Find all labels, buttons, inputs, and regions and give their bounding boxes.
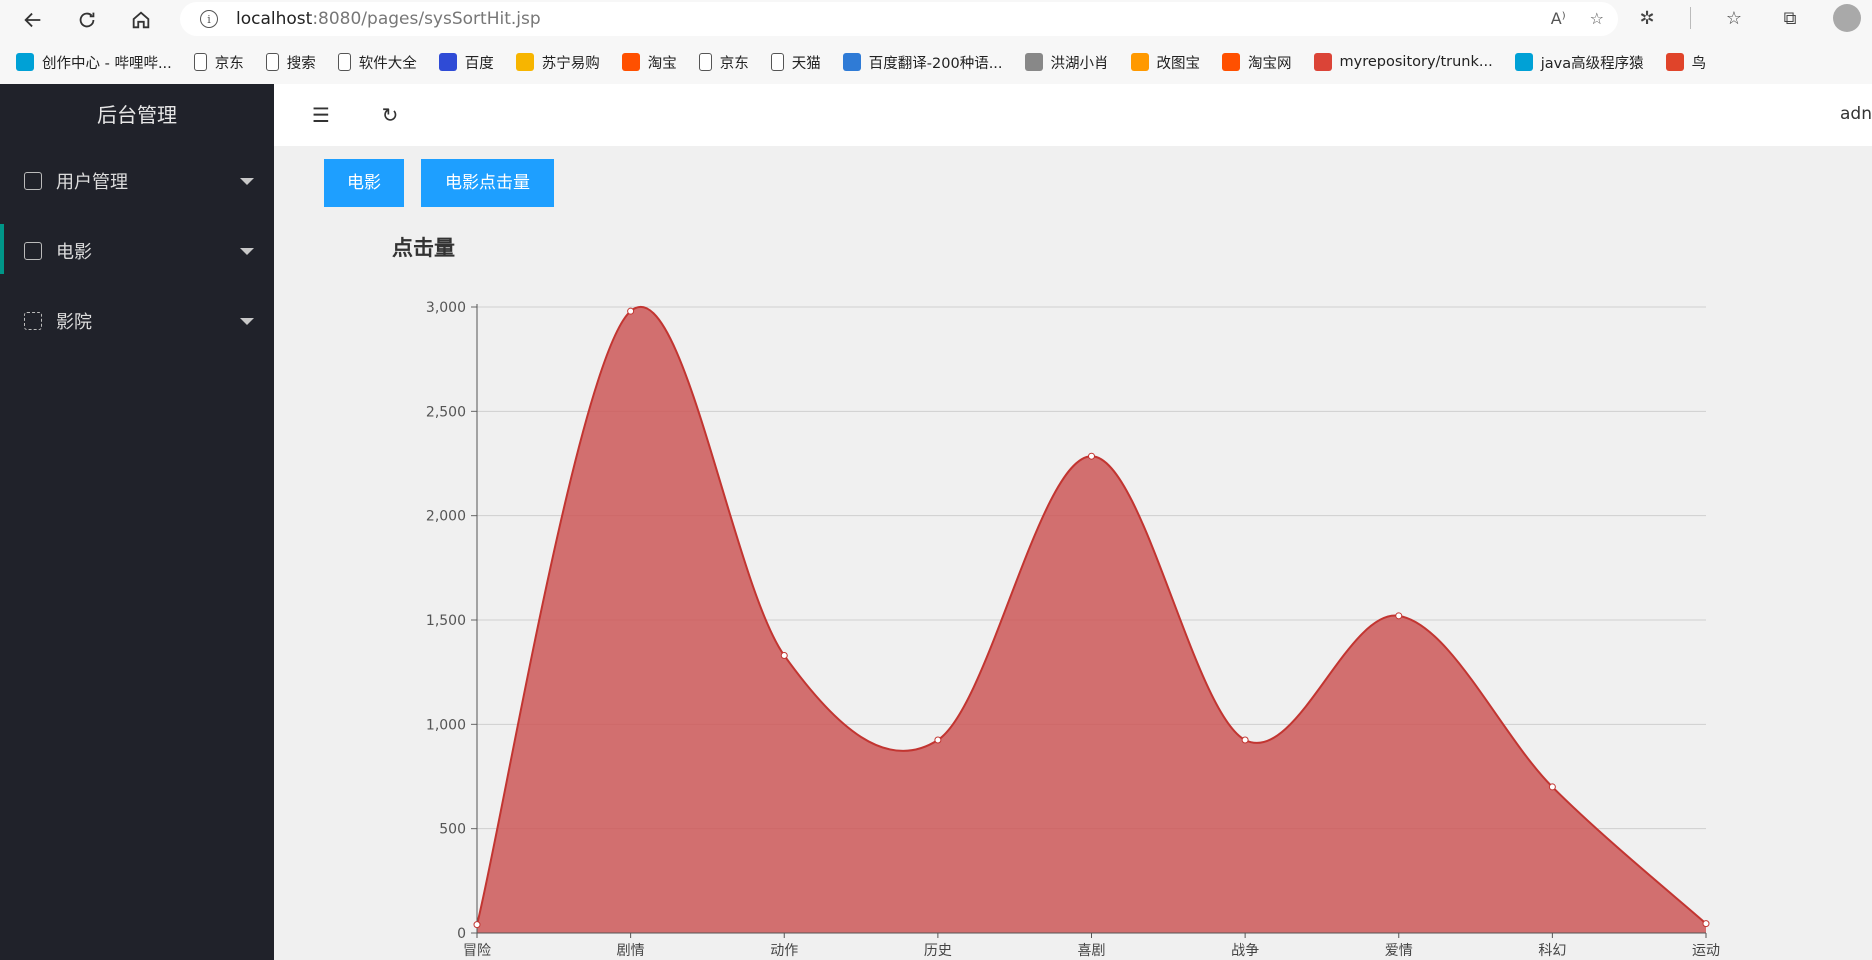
bookmark-item[interactable]: 天猫	[770, 52, 821, 73]
bookmark-label: myrepository/trunk...	[1339, 54, 1493, 70]
top-header: ☰ ↻ adn	[274, 84, 1872, 146]
sidebar-item-label: 用户管理	[56, 172, 128, 193]
bookmark-item[interactable]: 淘宝	[621, 52, 677, 73]
menu-toggle-icon[interactable]: ☰	[312, 103, 330, 127]
add-favorite-icon[interactable]: ☆	[1589, 9, 1604, 28]
sidebar-item-cinema[interactable]: 影院	[0, 286, 274, 356]
tab-movie-hits[interactable]: 电影点击量	[421, 159, 554, 207]
back-button[interactable]	[16, 3, 50, 37]
reload-button[interactable]	[70, 3, 104, 37]
bookmark-favicon-icon	[337, 53, 351, 71]
bookmark-label: 鸟	[1691, 55, 1707, 72]
profile-avatar[interactable]	[1833, 4, 1861, 32]
bookmark-favicon-icon	[770, 53, 784, 71]
url-host: localhost	[236, 9, 313, 29]
collections-icon[interactable]: ⧉	[1783, 7, 1797, 29]
bookmark-favicon-icon	[1514, 53, 1533, 71]
info-icon[interactable]: i	[200, 10, 218, 28]
bookmark-favicon-icon	[265, 53, 279, 71]
bookmark-item[interactable]: 改图宝	[1130, 52, 1201, 73]
url-path: :8080/pages/sysSortHit.jsp	[312, 9, 541, 29]
bookmark-favicon-icon	[515, 53, 534, 71]
bookmark-label: 改图宝	[1156, 55, 1201, 72]
bookmark-item[interactable]: 百度翻译-200种语...	[842, 52, 1003, 73]
bookmark-label: 京东	[719, 55, 749, 72]
bookmark-item[interactable]: java高级程序猿	[1514, 52, 1644, 73]
caret-down-icon	[240, 248, 254, 255]
bookmark-item[interactable]: 淘宝网	[1222, 52, 1292, 73]
apps-icon	[24, 312, 42, 330]
bookmark-label: 苏宁易购	[541, 55, 600, 72]
main-content: 电影 电影点击量	[274, 146, 1872, 960]
sidebar-item-label: 影院	[56, 312, 92, 333]
bookmark-item[interactable]: 鸟	[1665, 52, 1707, 73]
user-name[interactable]: adn	[1840, 104, 1872, 124]
bookmark-label: 搜索	[286, 55, 316, 72]
sidebar-title: 后台管理	[97, 103, 177, 127]
bookmark-favicon-icon	[621, 53, 640, 71]
bookmark-item[interactable]: 搜索	[265, 52, 316, 73]
bookmark-item[interactable]: 创作中心 - 哔哩哔...	[16, 52, 172, 73]
bookmark-favicon-icon	[1222, 53, 1241, 71]
home-button[interactable]	[124, 3, 158, 37]
admin-app: 后台管理 用户管理 电影 影院 ☰ ↻ adn 电影 电影点击量	[0, 84, 1872, 960]
bookmark-favicon-icon	[1313, 53, 1332, 71]
caret-down-icon	[240, 318, 254, 325]
bookmark-favicon-icon	[193, 53, 207, 71]
bookmark-favicon-icon	[1130, 53, 1149, 71]
bookmark-favicon-icon	[1665, 53, 1684, 71]
bookmark-item[interactable]: 软件大全	[337, 52, 417, 73]
favorites-icon[interactable]: ☆	[1725, 7, 1743, 29]
bookmark-label: java高级程序猿	[1540, 55, 1644, 72]
extensions-icon[interactable]: ✲	[1639, 7, 1655, 29]
sidebar: 后台管理 用户管理 电影 影院	[0, 84, 274, 960]
bookmark-favicon-icon	[438, 53, 457, 71]
bookmark-favicon-icon	[698, 53, 712, 71]
toolbar-divider	[1690, 7, 1691, 29]
tab-movie[interactable]: 电影	[324, 159, 404, 207]
home-icon	[132, 11, 150, 29]
bookmark-favicon-icon	[842, 53, 861, 71]
cube-icon	[24, 172, 42, 190]
bookmark-label: 创作中心 - 哔哩哔...	[42, 55, 172, 72]
read-aloud-icon[interactable]: A⁾	[1550, 9, 1566, 28]
bookmark-item[interactable]: 洪湖小肖	[1024, 52, 1109, 73]
refresh-icon	[79, 12, 95, 28]
sidebar-item-user-management[interactable]: 用户管理	[0, 146, 274, 216]
film-icon	[24, 242, 42, 260]
sidebar-item-label: 电影	[56, 242, 92, 263]
bookmark-favicon-icon	[16, 53, 34, 71]
bookmark-label: 淘宝	[647, 55, 677, 72]
bookmark-label: 百度翻译-200种语...	[868, 55, 1003, 72]
bookmarks-bar: 创作中心 - 哔哩哔... 京东 搜索 软件大全 百度 苏宁易购 淘宝 京东 天猫 百度翻译-20…	[0, 44, 1872, 80]
arrow-left-icon	[24, 12, 41, 28]
bookmark-item[interactable]: myrepository/trunk...	[1313, 53, 1493, 71]
sidebar-item-movie[interactable]: 电影	[0, 216, 274, 286]
address-bar[interactable]: i localhost:8080/pages/sysSortHit.jsp A⁾…	[180, 2, 1618, 36]
caret-down-icon	[240, 178, 254, 185]
bookmark-label: 百度	[464, 55, 494, 72]
bookmark-favicon-icon	[1024, 53, 1043, 71]
bookmark-item[interactable]: 百度	[438, 52, 494, 73]
refresh-icon[interactable]: ↻	[381, 103, 399, 127]
bookmark-item[interactable]: 京东	[193, 52, 244, 73]
browser-toolbar: i localhost:8080/pages/sysSortHit.jsp A⁾…	[0, 0, 1872, 84]
bookmark-label: 京东	[214, 55, 244, 72]
bookmark-label: 洪湖小肖	[1050, 55, 1109, 72]
bookmark-label: 天猫	[791, 55, 821, 72]
bookmark-label: 淘宝网	[1248, 55, 1292, 72]
bookmark-item[interactable]: 苏宁易购	[515, 52, 600, 73]
chart-title: 点击量	[392, 236, 455, 260]
bookmark-item[interactable]: 京东	[698, 52, 749, 73]
bookmark-label: 软件大全	[358, 55, 417, 72]
